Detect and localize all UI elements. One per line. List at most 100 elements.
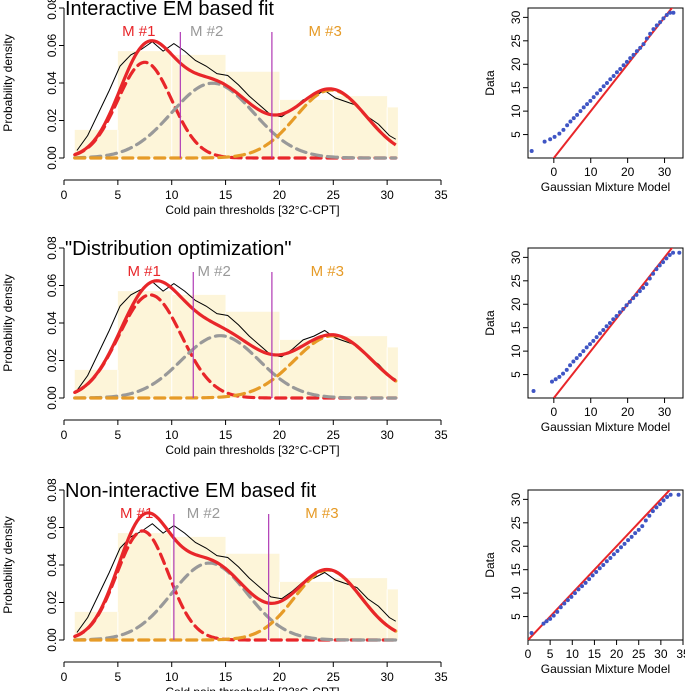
qq-point: [631, 52, 636, 57]
qq-point: [614, 313, 619, 318]
qq-point: [661, 16, 666, 21]
qq-point: [555, 609, 560, 614]
qq-point: [558, 605, 563, 610]
panel-title: Non-interactive EM based fit: [65, 480, 317, 502]
qq-point: [584, 345, 589, 350]
qq-point: [671, 250, 676, 255]
qq-point: [569, 594, 574, 599]
qq-plot-frame: [527, 7, 684, 159]
x-axis-label: Gaussian Mixture Model: [541, 662, 670, 676]
x-tick-label: 15: [219, 428, 233, 442]
y-tick-label: 10: [509, 586, 523, 600]
y-tick-label: 0.06: [45, 515, 59, 539]
y-axis-label: Data: [483, 552, 497, 578]
qq-point: [629, 534, 634, 539]
x-tick-label: 10: [165, 188, 179, 202]
qq-point: [575, 112, 580, 117]
y-tick-label: 0.08: [45, 0, 59, 20]
qq-point: [580, 584, 585, 589]
qq-reference-line: [528, 490, 672, 640]
panel-title: Interactive EM based fit: [65, 0, 274, 20]
x-tick-label: 35: [434, 670, 448, 684]
y-axis-label: Probability density: [1, 34, 15, 131]
qq-point: [591, 95, 596, 100]
qq-point: [565, 598, 570, 603]
qq-point: [634, 292, 639, 297]
component-m2-curve: [73, 81, 398, 160]
qq-point: [657, 502, 662, 507]
x-axis-label: Gaussian Mixture Model: [541, 420, 670, 434]
qq-point: [549, 379, 554, 384]
qq-point: [604, 324, 609, 329]
y-tick-label: 30: [509, 10, 523, 24]
qq-point: [574, 356, 579, 361]
x-axis-label: Gaussian Mixture Model: [541, 180, 670, 194]
y-tick-label: 0.00: [45, 146, 59, 170]
x-tick-label: 35: [676, 647, 685, 661]
qq-plot-frame: [527, 247, 684, 399]
qq-point: [641, 42, 646, 47]
qq-point: [583, 580, 588, 585]
qq-point: [641, 285, 646, 290]
x-tick-label: 30: [380, 428, 394, 442]
component-label: M #1: [122, 23, 155, 40]
qq-point: [661, 498, 666, 503]
qq-point: [650, 509, 655, 514]
x-axis-label: Cold pain thresholds [32°C-CPT]: [165, 685, 339, 691]
y-axis-label: Data: [483, 310, 497, 336]
x-tick-label: 0: [550, 405, 557, 419]
qq-point: [541, 621, 546, 626]
component-label: M #3: [311, 263, 344, 280]
y-tick-label: 0.02: [45, 590, 59, 614]
qq-point: [608, 77, 613, 82]
y-tick-label: 25: [509, 274, 523, 288]
qq-point: [548, 137, 553, 142]
y-tick-label: 0.02: [45, 108, 59, 132]
qq-point: [618, 66, 623, 71]
qq-point: [648, 31, 653, 36]
qq-point: [644, 36, 649, 41]
y-tick-label: 20: [509, 57, 523, 71]
qq-point: [668, 10, 673, 15]
y-tick-label: 5: [509, 613, 523, 620]
x-tick-label: 10: [165, 428, 179, 442]
y-tick-label: 30: [509, 492, 523, 506]
y-tick-label: 10: [509, 104, 523, 118]
qq-point: [638, 45, 643, 50]
qq-point: [624, 303, 629, 308]
qq-point: [654, 267, 659, 272]
x-tick-label: 10: [566, 647, 580, 661]
histogram-bar: [279, 99, 334, 158]
qq-point: [651, 27, 656, 32]
qq-point: [542, 139, 547, 144]
x-tick-label: 25: [327, 428, 341, 442]
qq-point: [651, 271, 656, 276]
y-axis-label: Data: [483, 70, 497, 96]
qq-point: [640, 524, 645, 529]
histogram-bar: [117, 291, 172, 398]
qq-point: [608, 555, 613, 560]
qq-point: [568, 119, 573, 124]
qq-point: [654, 23, 659, 28]
qq-point: [578, 109, 583, 114]
x-tick-label: 0: [61, 670, 68, 684]
qq-point: [611, 552, 616, 557]
qq-point: [658, 20, 663, 25]
qq-point: [664, 256, 669, 261]
x-tick-label: 20: [273, 428, 287, 442]
x-tick-label: 25: [632, 647, 646, 661]
x-tick-label: 30: [380, 670, 394, 684]
x-tick-label: 20: [273, 188, 287, 202]
x-tick-label: 5: [115, 188, 122, 202]
y-tick-label: 0.08: [45, 236, 59, 260]
qq-point: [585, 102, 590, 107]
component-label: M #2: [190, 23, 223, 40]
qq-point: [617, 310, 622, 315]
y-tick-label: 0.04: [45, 71, 59, 95]
panel-title: "Distribution optimization": [65, 238, 292, 260]
density-panel: M #1 M #2 M #3 0.00 0.02 0.04 0.06 0.08 0 5 10 15 20…: [1, 0, 448, 217]
y-axis-label: Probability density: [1, 516, 15, 613]
qq-point: [664, 13, 669, 18]
